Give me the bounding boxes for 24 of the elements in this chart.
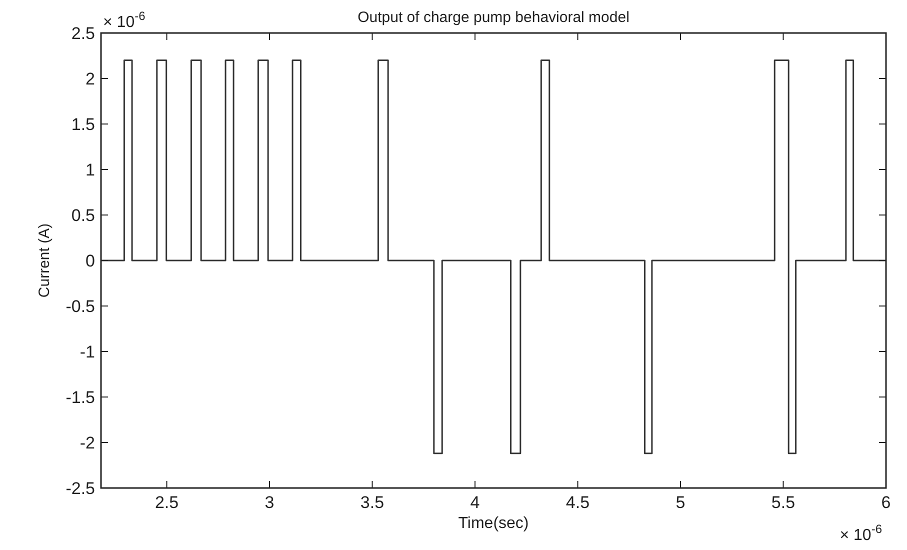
y-tick-label: -1 bbox=[80, 342, 95, 362]
x-tick-label: 4 bbox=[470, 493, 480, 512]
y-tick-label: 1.5 bbox=[71, 114, 95, 134]
y-tick-label: -2.5 bbox=[66, 478, 95, 498]
y-tick-label: -1.5 bbox=[66, 388, 95, 407]
y-tick-label: 0.5 bbox=[71, 206, 95, 225]
x-tick-label: 5 bbox=[676, 493, 686, 512]
x-tick-label: 6 bbox=[881, 493, 891, 512]
x-tick-label: 4.5 bbox=[566, 493, 590, 512]
y-tick-label: -2 bbox=[80, 433, 95, 452]
y-axis-title: Current (A) bbox=[36, 223, 53, 298]
y-tick-label: -0.5 bbox=[66, 296, 95, 316]
text: × 10$^{-6}$ bbox=[840, 522, 882, 544]
x-axis-title: Time(sec) bbox=[458, 515, 529, 532]
x-tick-label: 5.5 bbox=[771, 493, 796, 512]
y-tick-label: 1 bbox=[86, 160, 95, 180]
x-tick-label: 3 bbox=[264, 493, 274, 512]
chart-title: Output of charge pump behavioral model bbox=[358, 9, 630, 26]
y-tick-label: 2 bbox=[86, 69, 95, 88]
y-tick-label: 2.5 bbox=[71, 24, 95, 43]
x-tick-label: 3.5 bbox=[360, 493, 384, 512]
y-tick-label: 0 bbox=[86, 251, 95, 270]
x-tick-label: 2.5 bbox=[154, 493, 179, 512]
text: × 10$^{-6}$ bbox=[103, 9, 146, 31]
